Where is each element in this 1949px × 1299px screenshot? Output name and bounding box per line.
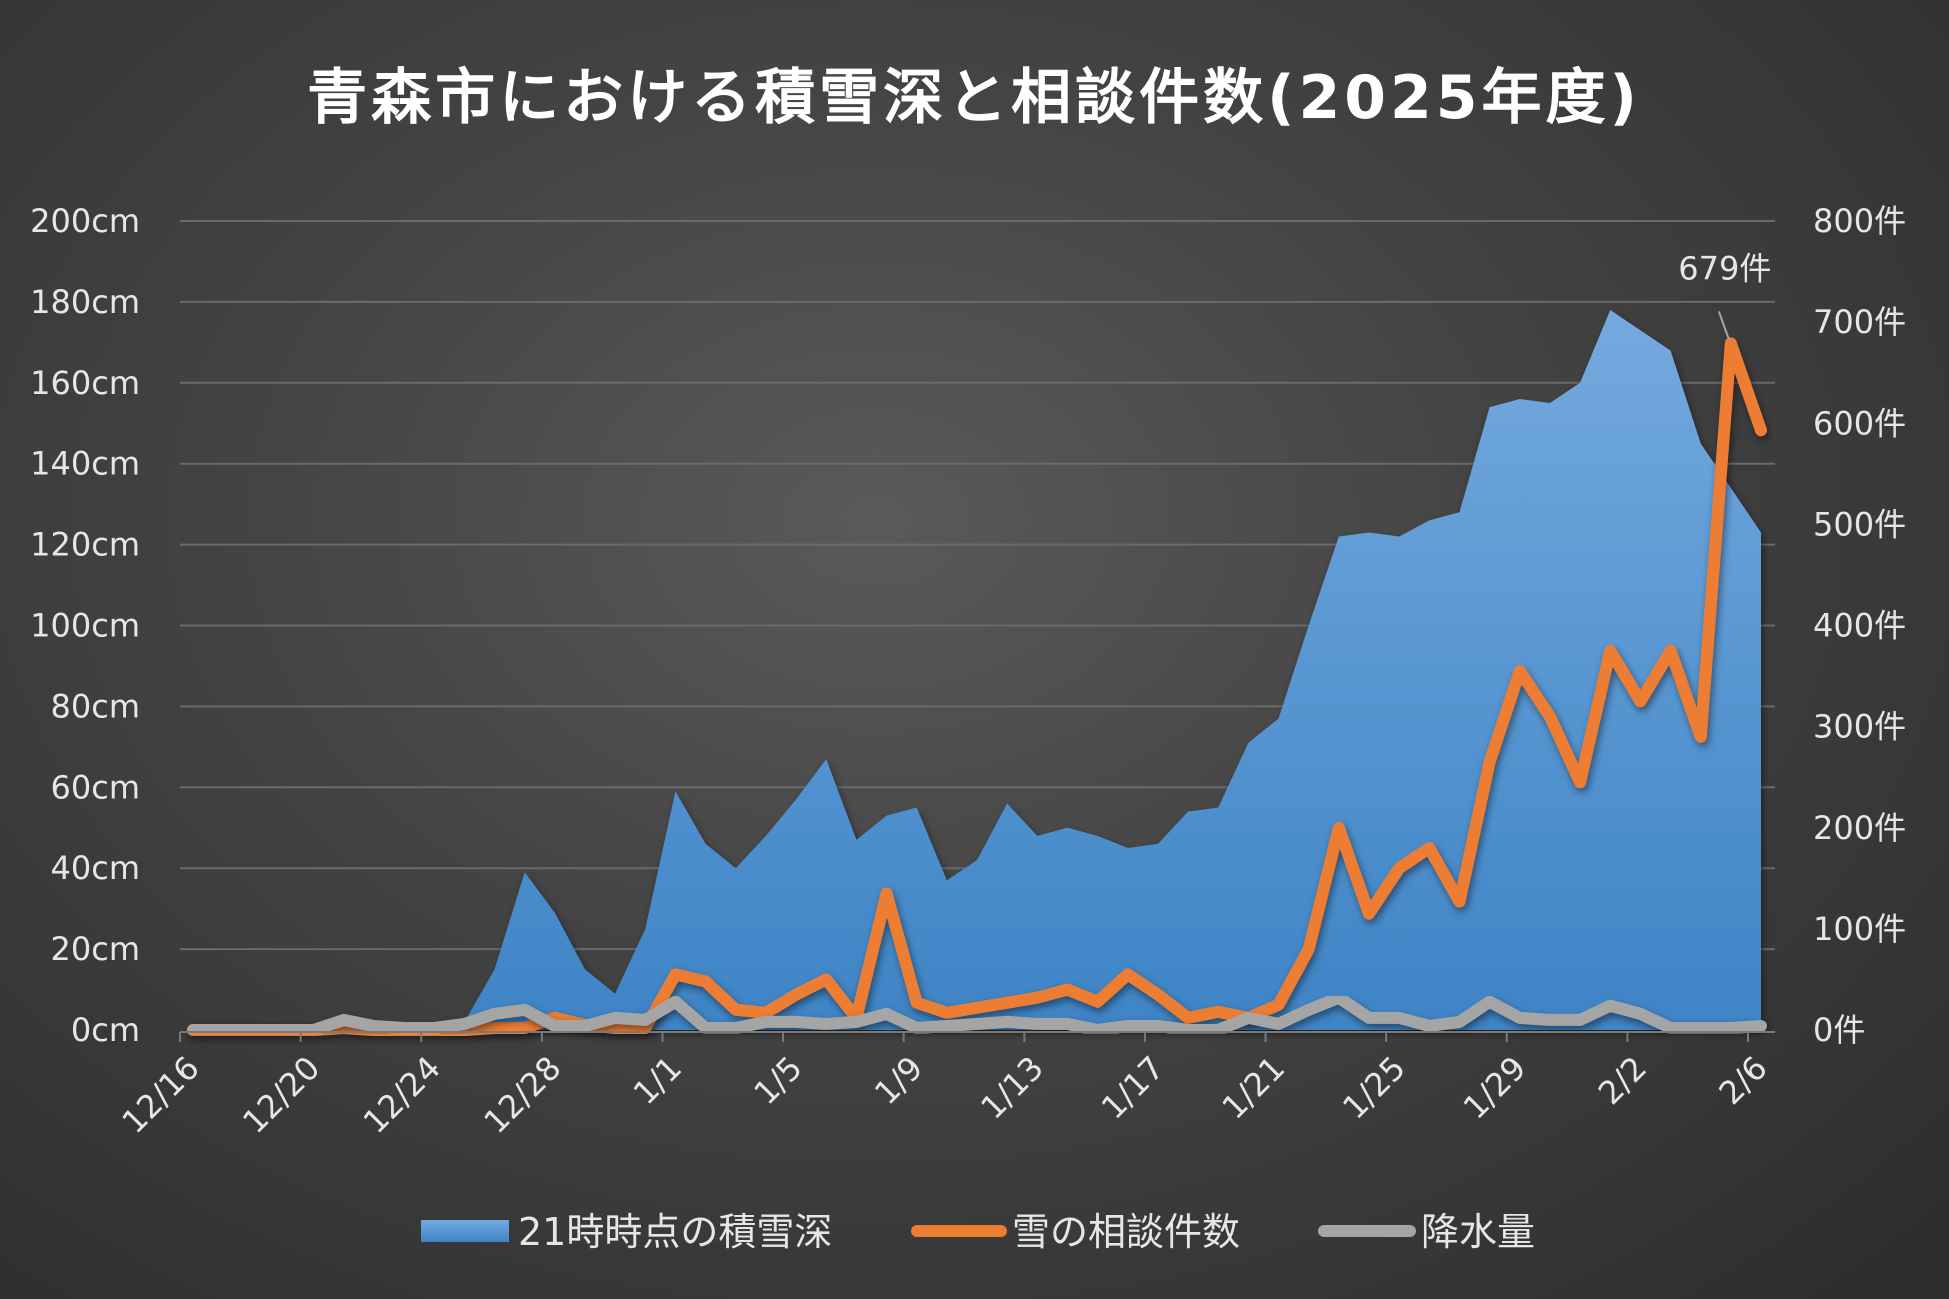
y-left-tick-label: 40cm (51, 849, 140, 887)
legend-swatch-snow-depth (421, 1220, 509, 1242)
y-left-tick-label: 60cm (51, 768, 140, 806)
x-tick-label: 1/1 (626, 1049, 689, 1112)
x-tick-label: 1/17 (1094, 1049, 1172, 1127)
y-left-tick-label: 0cm (71, 1011, 140, 1049)
y-right-tick-label: 200件 (1813, 809, 1906, 847)
y-right-tick-label: 300件 (1813, 708, 1906, 746)
annotation-label: 679件 (1678, 249, 1771, 287)
legend: 21時時点の積雪深 雪の相談件数 降水量 (421, 1210, 1535, 1254)
y-right-tick-label: 700件 (1813, 303, 1906, 341)
x-tick-label: 1/9 (867, 1049, 930, 1112)
legend-label-precipitation: 降水量 (1421, 1210, 1535, 1254)
x-tick-label: 12/20 (235, 1049, 327, 1141)
y-right-tick-label: 100件 (1813, 910, 1906, 948)
y-right-tick-label: 800件 (1813, 202, 1906, 240)
x-tick-label: 12/24 (356, 1049, 448, 1141)
x-tick-label: 1/5 (746, 1049, 809, 1112)
y-left-tick-label: 180cm (30, 283, 140, 321)
y-left-tick-label: 120cm (30, 526, 140, 564)
y-left-tick-label: 100cm (30, 607, 140, 645)
plot-area: 679件 (187, 249, 1771, 1036)
x-tick-label: 2/2 (1591, 1049, 1654, 1112)
y-right-tick-label: 500件 (1813, 505, 1906, 543)
y-right-tick-label: 0件 (1813, 1011, 1865, 1049)
x-tick-label: 12/16 (115, 1049, 207, 1141)
chart-title: 青森市における積雪深と相談件数(2025年度) (307, 63, 1641, 133)
y-right-tick-label: 600件 (1813, 404, 1906, 442)
legend-label-consultations: 雪の相談件数 (1012, 1210, 1240, 1254)
x-tick-label: 2/6 (1711, 1049, 1774, 1112)
legend-label-snow-depth: 21時時点の積雪深 (518, 1210, 832, 1254)
y-left-tick-label: 20cm (51, 930, 140, 968)
y-right-tick-label: 400件 (1813, 607, 1906, 645)
annotation-leader-line (1717, 311, 1730, 340)
y-left-tick-label: 80cm (51, 687, 140, 725)
series-area-snow-depth (193, 309, 1761, 1030)
x-tick-label: 1/21 (1215, 1049, 1293, 1127)
x-tick-label: 1/29 (1456, 1049, 1534, 1127)
y-left-tick-label: 140cm (30, 445, 140, 483)
gridlines (180, 220, 1775, 951)
x-tick-label: 1/13 (973, 1049, 1051, 1127)
x-tick-label: 1/25 (1335, 1049, 1413, 1127)
y-left-tick-label: 200cm (30, 202, 140, 240)
x-tick-label: 12/28 (476, 1049, 568, 1141)
y-left-tick-label: 160cm (30, 364, 140, 402)
